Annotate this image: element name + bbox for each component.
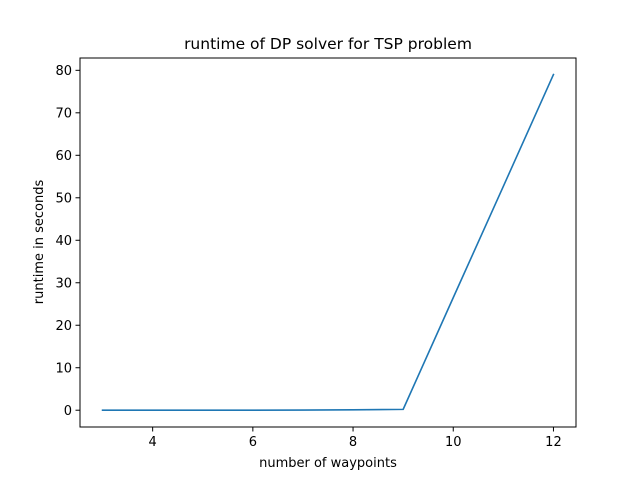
- y-tick-label: 60: [55, 149, 72, 164]
- y-tick-label: 50: [55, 191, 72, 206]
- x-tick-label: 10: [445, 435, 462, 450]
- x-axis-ticks: 4 6 8 10 12: [149, 427, 562, 450]
- y-axis-title: runtime in seconds: [32, 180, 47, 305]
- chart-title: runtime of DP solver for TSP problem: [184, 35, 472, 53]
- y-axis-ticks: 0 10 20 30 40 50 60 70 80: [55, 64, 80, 419]
- y-tick-label: 0: [64, 404, 72, 419]
- x-tick-label: 6: [249, 435, 257, 450]
- x-tick-label: 12: [545, 435, 562, 450]
- axes-frame: [79, 57, 577, 428]
- y-tick-label: 70: [55, 106, 72, 121]
- series-line: [101, 73, 555, 412]
- y-tick-label: 30: [55, 276, 72, 291]
- x-tick-label: 4: [149, 435, 157, 450]
- y-tick-label: 20: [55, 319, 72, 334]
- y-tick-label: 10: [55, 361, 72, 376]
- y-tick-label: 40: [55, 234, 72, 249]
- y-tick-label: 80: [55, 64, 72, 79]
- x-axis-title: number of waypoints: [259, 456, 397, 471]
- x-tick-label: 8: [349, 435, 357, 450]
- plot-area: [79, 57, 577, 428]
